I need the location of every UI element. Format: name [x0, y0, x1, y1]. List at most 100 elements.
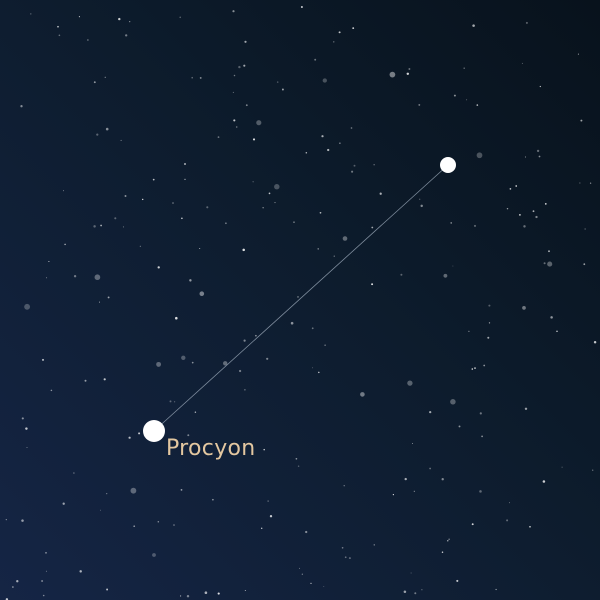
background-star	[107, 296, 110, 299]
background-star	[548, 250, 550, 253]
background-star	[495, 588, 497, 591]
background-star	[443, 273, 448, 278]
background-star	[536, 149, 540, 153]
background-star	[479, 490, 482, 493]
background-star	[550, 316, 553, 319]
background-star	[255, 334, 257, 337]
background-star	[181, 217, 183, 220]
background-star	[238, 65, 241, 69]
background-star	[371, 283, 374, 286]
background-star	[523, 225, 526, 228]
background-star	[458, 425, 461, 428]
background-star	[406, 72, 410, 76]
background-star	[114, 217, 117, 220]
background-star	[180, 489, 183, 491]
background-star	[130, 487, 137, 494]
background-star	[521, 62, 523, 64]
background-star	[262, 207, 264, 209]
background-star	[318, 371, 320, 374]
background-star	[323, 585, 325, 587]
background-star	[63, 190, 64, 192]
background-star	[41, 579, 44, 583]
background-star	[580, 119, 583, 122]
background-star	[319, 211, 322, 214]
background-star	[243, 64, 246, 67]
background-star	[418, 103, 421, 106]
background-star	[556, 330, 558, 333]
background-star	[300, 5, 303, 9]
background-star	[169, 400, 172, 403]
background-star	[421, 589, 423, 591]
background-star	[342, 236, 348, 241]
background-star	[389, 71, 396, 78]
background-star	[481, 435, 483, 438]
background-star	[263, 448, 265, 451]
background-star	[252, 138, 256, 141]
background-star	[191, 361, 194, 364]
background-star	[199, 291, 205, 297]
background-star	[310, 582, 312, 585]
background-star	[42, 594, 45, 597]
background-star	[373, 544, 375, 546]
background-star	[544, 203, 547, 205]
background-star	[242, 248, 245, 252]
background-star	[312, 367, 314, 369]
background-star	[338, 31, 341, 34]
background-star	[524, 407, 528, 411]
background-star	[407, 380, 413, 386]
background-star	[48, 261, 50, 262]
background-star	[524, 156, 526, 158]
background-star	[519, 214, 521, 216]
background-star	[392, 494, 394, 496]
background-star	[539, 85, 541, 88]
background-star	[450, 399, 456, 405]
background-star	[266, 357, 269, 360]
background-star	[290, 321, 294, 325]
background-star	[187, 434, 190, 437]
background-star	[305, 151, 308, 154]
background-stars	[5, 5, 597, 600]
background-star	[429, 410, 432, 414]
background-star	[73, 275, 77, 278]
background-star	[412, 442, 413, 444]
background-star	[593, 341, 597, 344]
background-star	[322, 78, 327, 83]
background-star	[324, 344, 326, 346]
background-star	[120, 139, 122, 141]
background-star	[16, 580, 19, 583]
background-star	[125, 34, 128, 37]
background-star	[314, 58, 317, 61]
background-star	[232, 10, 235, 13]
background-star	[410, 572, 412, 574]
background-star	[223, 361, 228, 366]
background-star	[269, 515, 273, 518]
background-star	[5, 519, 7, 521]
background-star	[45, 552, 47, 554]
background-star	[327, 148, 330, 152]
background-star	[488, 304, 491, 307]
background-star	[403, 590, 407, 593]
background-star	[414, 592, 417, 595]
background-star	[592, 469, 594, 471]
background-star	[93, 225, 96, 228]
background-star	[295, 457, 298, 460]
background-star	[577, 53, 579, 55]
background-star	[20, 105, 23, 108]
background-star	[99, 301, 100, 303]
background-star	[561, 466, 563, 468]
background-star	[299, 567, 300, 569]
background-star	[12, 586, 14, 588]
background-star	[104, 76, 106, 78]
background-star	[276, 81, 279, 83]
background-star	[256, 120, 262, 126]
background-star	[413, 490, 415, 492]
background-star	[100, 224, 102, 227]
background-star	[479, 412, 482, 415]
background-star	[189, 279, 192, 282]
background-star	[139, 245, 141, 247]
background-star	[41, 358, 45, 361]
background-star	[93, 81, 96, 84]
star-gomeisa	[440, 157, 456, 173]
